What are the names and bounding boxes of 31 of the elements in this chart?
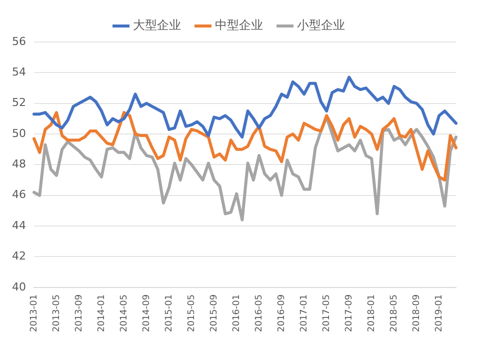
- x-tick-label: 2019-01: [434, 294, 444, 332]
- x-tick-label: 2015-09: [209, 294, 220, 332]
- x-tick-label: 2017-09: [344, 294, 354, 332]
- x-tick-label: 2018-09: [412, 294, 422, 332]
- y-tick-label: 44: [12, 218, 26, 232]
- y-tick-label: 54: [12, 66, 26, 79]
- x-tick-label: 2018-05: [389, 294, 400, 332]
- x-tick-label: 2013-01: [29, 294, 40, 332]
- x-tick-label: 2014-05: [119, 294, 130, 332]
- x-tick-label: 2013-05: [52, 294, 62, 332]
- x-tick-label: 2014-09: [142, 294, 152, 332]
- x-tick-label: 2016-01: [232, 294, 242, 332]
- y-tick-label: 52: [12, 96, 26, 110]
- y-tick-label: 46: [12, 188, 26, 202]
- x-tick-label: 2017-05: [322, 294, 332, 332]
- legend-label: 小型企业: [297, 18, 345, 32]
- x-tick-label: 2018-01: [366, 294, 377, 332]
- legend-label: 大型企业: [133, 18, 181, 32]
- x-tick-label: 2016-05: [254, 294, 264, 332]
- y-tick-label: 42: [12, 250, 26, 263]
- x-tick-label: 2015-01: [164, 294, 174, 332]
- x-tick-label: 2015-05: [186, 294, 197, 332]
- x-tick-label: 2014-01: [96, 294, 107, 332]
- y-tick-label: 48: [12, 158, 26, 171]
- x-tick-label: 2016-09: [276, 294, 287, 332]
- y-tick-label: 50: [12, 126, 26, 140]
- x-tick-label: 2017-01: [299, 294, 310, 332]
- legend-label: 中型企业: [215, 18, 263, 32]
- y-tick-label: 40: [12, 280, 26, 294]
- x-tick-label: 2013-09: [74, 294, 84, 332]
- y-tick-label: 56: [12, 34, 26, 48]
